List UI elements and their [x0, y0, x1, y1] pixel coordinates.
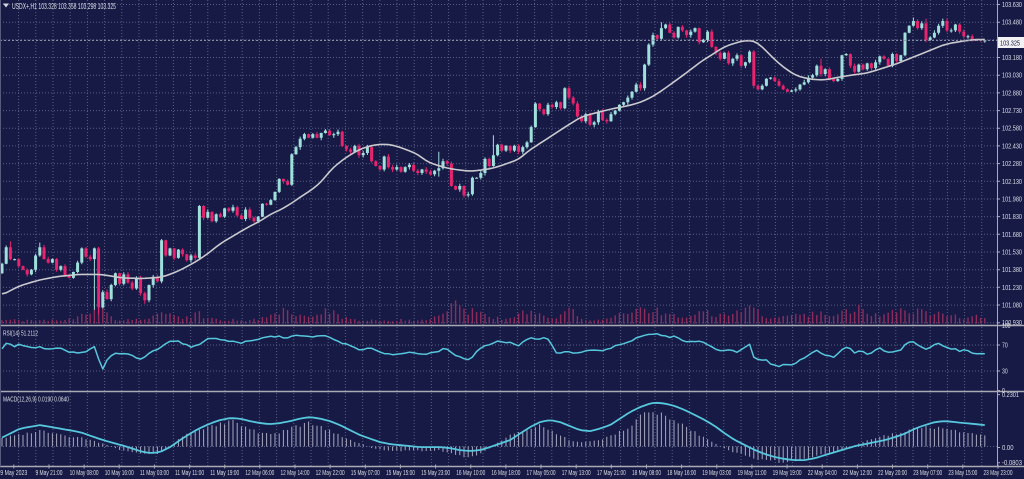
svg-text:-0.0803: -0.0803: [1002, 460, 1022, 467]
svg-text:103.480: 103.480: [1002, 20, 1022, 27]
svg-text:10 May 16:00: 10 May 16:00: [105, 468, 134, 477]
svg-text:16 May 10:00: 16 May 10:00: [456, 468, 485, 477]
svg-text:11 May 11:00: 11 May 11:00: [175, 468, 204, 477]
svg-text:USDX+,H1 103.328 103.358 103.2: USDX+,H1 103.328 103.358 103.298 103.325: [12, 2, 116, 11]
svg-text:22 May 04:00: 22 May 04:00: [808, 468, 837, 477]
svg-text:18 May 08:00: 18 May 08:00: [632, 468, 661, 477]
svg-text:23 May 23:00: 23 May 23:00: [984, 468, 1013, 477]
svg-text:102.430: 102.430: [1002, 143, 1022, 150]
svg-text:102.880: 102.880: [1002, 90, 1022, 97]
svg-text:101.980: 101.980: [1002, 196, 1022, 203]
svg-text:101.080: 101.080: [1002, 303, 1022, 310]
svg-text:18 May 16:00: 18 May 16:00: [667, 468, 696, 477]
svg-text:15 May 07:00: 15 May 07:00: [351, 468, 380, 477]
svg-text:19 May 19:00: 19 May 19:00: [773, 468, 802, 477]
svg-text:103.180: 103.180: [1002, 55, 1022, 62]
svg-text:103.030: 103.030: [1002, 73, 1022, 80]
svg-text:0: 0: [1002, 388, 1005, 395]
svg-text:100: 100: [1002, 323, 1011, 330]
svg-text:0.00: 0.00: [1002, 445, 1014, 452]
svg-text:17 May 05:00: 17 May 05:00: [527, 468, 556, 477]
svg-text:100.930: 100.930: [1002, 320, 1022, 327]
svg-text:RSI(14) 51.2112: RSI(14) 51.2112: [3, 329, 38, 338]
svg-text:102.730: 102.730: [1002, 108, 1022, 115]
svg-text:22 May 12:00: 22 May 12:00: [843, 468, 872, 477]
svg-text:17 May 13:00: 17 May 13:00: [562, 468, 591, 477]
svg-text:11 May 19:00: 11 May 19:00: [210, 468, 239, 477]
svg-text:17 May 21:00: 17 May 21:00: [597, 468, 626, 477]
svg-text:70: 70: [1002, 343, 1008, 350]
svg-text:MACD(12,26,9) 0.0190 0.0640: MACD(12,26,9) 0.0190 0.0640: [3, 395, 69, 404]
svg-text:101.230: 101.230: [1002, 285, 1022, 292]
svg-text:101.380: 101.380: [1002, 267, 1022, 274]
svg-text:101.680: 101.680: [1002, 232, 1022, 239]
svg-text:101.530: 101.530: [1002, 249, 1022, 256]
svg-text:11 May 03:00: 11 May 03:00: [140, 468, 169, 477]
svg-text:19 May 03:00: 19 May 03:00: [702, 468, 731, 477]
svg-text:102.130: 102.130: [1002, 179, 1022, 186]
svg-text:23 May 15:00: 23 May 15:00: [948, 468, 977, 477]
svg-text:101.830: 101.830: [1002, 214, 1022, 221]
svg-text:16 May 18:00: 16 May 18:00: [491, 468, 520, 477]
svg-text:12 May 06:00: 12 May 06:00: [245, 468, 274, 477]
svg-text:9 May 21:00: 9 May 21:00: [35, 468, 62, 477]
svg-text:15 May 15:00: 15 May 15:00: [386, 468, 415, 477]
svg-text:12 May 22:00: 12 May 22:00: [316, 468, 345, 477]
svg-text:19 May 11:00: 19 May 11:00: [737, 468, 766, 477]
svg-text:22 May 20:00: 22 May 20:00: [878, 468, 907, 477]
svg-text:30: 30: [1002, 369, 1008, 376]
svg-text:103.630: 103.630: [1002, 2, 1022, 9]
svg-text:0.2301: 0.2301: [1002, 392, 1019, 399]
svg-text:9 May 2023: 9 May 2023: [0, 468, 27, 477]
svg-text:102.280: 102.280: [1002, 161, 1022, 168]
svg-text:12 May 14:00: 12 May 14:00: [281, 468, 310, 477]
svg-text:10 May 08:00: 10 May 08:00: [70, 468, 99, 477]
svg-text:15 May 23:00: 15 May 23:00: [421, 468, 450, 477]
svg-text:103.325: 103.325: [1000, 40, 1020, 47]
svg-text:102.580: 102.580: [1002, 126, 1022, 133]
svg-text:23 May 07:00: 23 May 07:00: [913, 468, 942, 477]
